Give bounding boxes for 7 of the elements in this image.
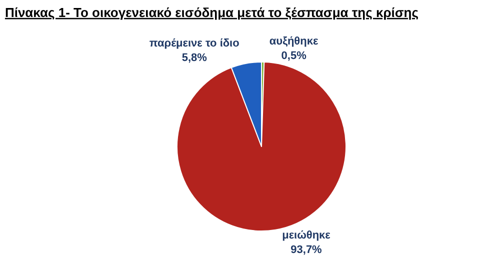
data-label: 0,5%: [281, 50, 307, 62]
chart-title: Πίνακας 1- Το οικογενειακό εισόδημα μετά το ξέσπασμα της κρίσης: [4, 4, 419, 20]
slice-label: αυξήθηκε: [269, 36, 319, 48]
slice-label: παρέμεινε το ίδιο: [149, 38, 240, 50]
slice-label: μειώθηκε: [282, 229, 332, 242]
data-label: 93,7%: [290, 244, 322, 256]
data-label: 5,8%: [182, 52, 208, 64]
